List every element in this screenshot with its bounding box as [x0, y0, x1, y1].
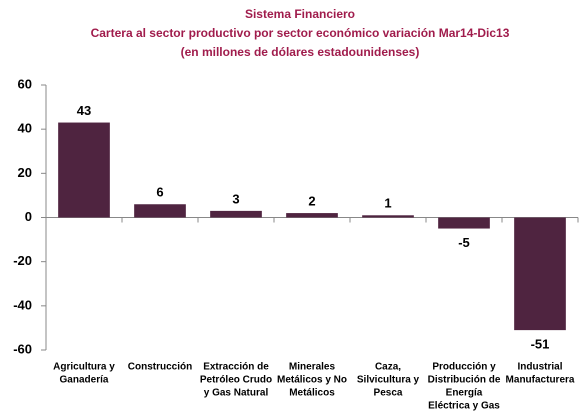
data-label: 2	[308, 194, 315, 209]
x-tick-label: Producción y	[432, 362, 496, 373]
y-tick-label: -40	[13, 297, 32, 312]
x-tick-label: Minerales	[289, 362, 336, 373]
x-tick-label: Silvicultura y	[357, 375, 420, 386]
x-tick-label: Eléctrica y Gas	[428, 401, 500, 412]
data-label: 6	[156, 185, 163, 200]
x-tick-label: Metálicos y No	[277, 375, 347, 386]
x-tick-label: Agricultura y	[53, 362, 115, 373]
bar	[58, 122, 110, 218]
x-tick-label: Metálicos	[289, 388, 335, 399]
bar	[514, 217, 566, 331]
y-tick-label: 20	[18, 165, 32, 180]
x-tick-label: Construcción	[128, 362, 192, 373]
x-tick-label: Ganadería	[60, 375, 109, 386]
x-tick-label: Petróleo Crudo	[200, 375, 272, 386]
x-tick-label: Manufacturera	[506, 375, 575, 386]
chart-subtitle: (en millones de dólares estadounidenses)	[181, 45, 420, 59]
data-label: 3	[232, 191, 239, 206]
y-tick-label: -20	[13, 253, 32, 268]
data-label: 43	[77, 103, 91, 118]
x-tick-label: Pesca	[374, 388, 403, 399]
x-tick-label: Energía	[446, 388, 483, 399]
chart-title: Sistema Financiero	[245, 7, 355, 21]
x-tick-label: Extracción de	[203, 362, 269, 373]
x-tick-label: Industrial	[517, 362, 562, 373]
bar	[438, 217, 490, 229]
x-tick-label: y Gas Natural	[204, 388, 269, 399]
bar	[210, 210, 262, 218]
x-tick-label: Distribución de	[428, 375, 501, 386]
y-tick-label: 40	[18, 121, 32, 136]
bar	[362, 215, 414, 218]
y-tick-label: 0	[25, 209, 32, 224]
y-tick-label: -60	[13, 341, 32, 356]
bar	[286, 213, 338, 218]
y-tick-label: 60	[18, 76, 32, 91]
x-tick-label: Caza,	[375, 362, 401, 373]
data-label: 1	[384, 196, 391, 211]
bar	[134, 204, 186, 218]
chart-subtitle: Cartera al sector productivo por sector …	[91, 26, 510, 40]
data-label: -51	[531, 337, 550, 352]
data-label: -5	[458, 235, 470, 250]
